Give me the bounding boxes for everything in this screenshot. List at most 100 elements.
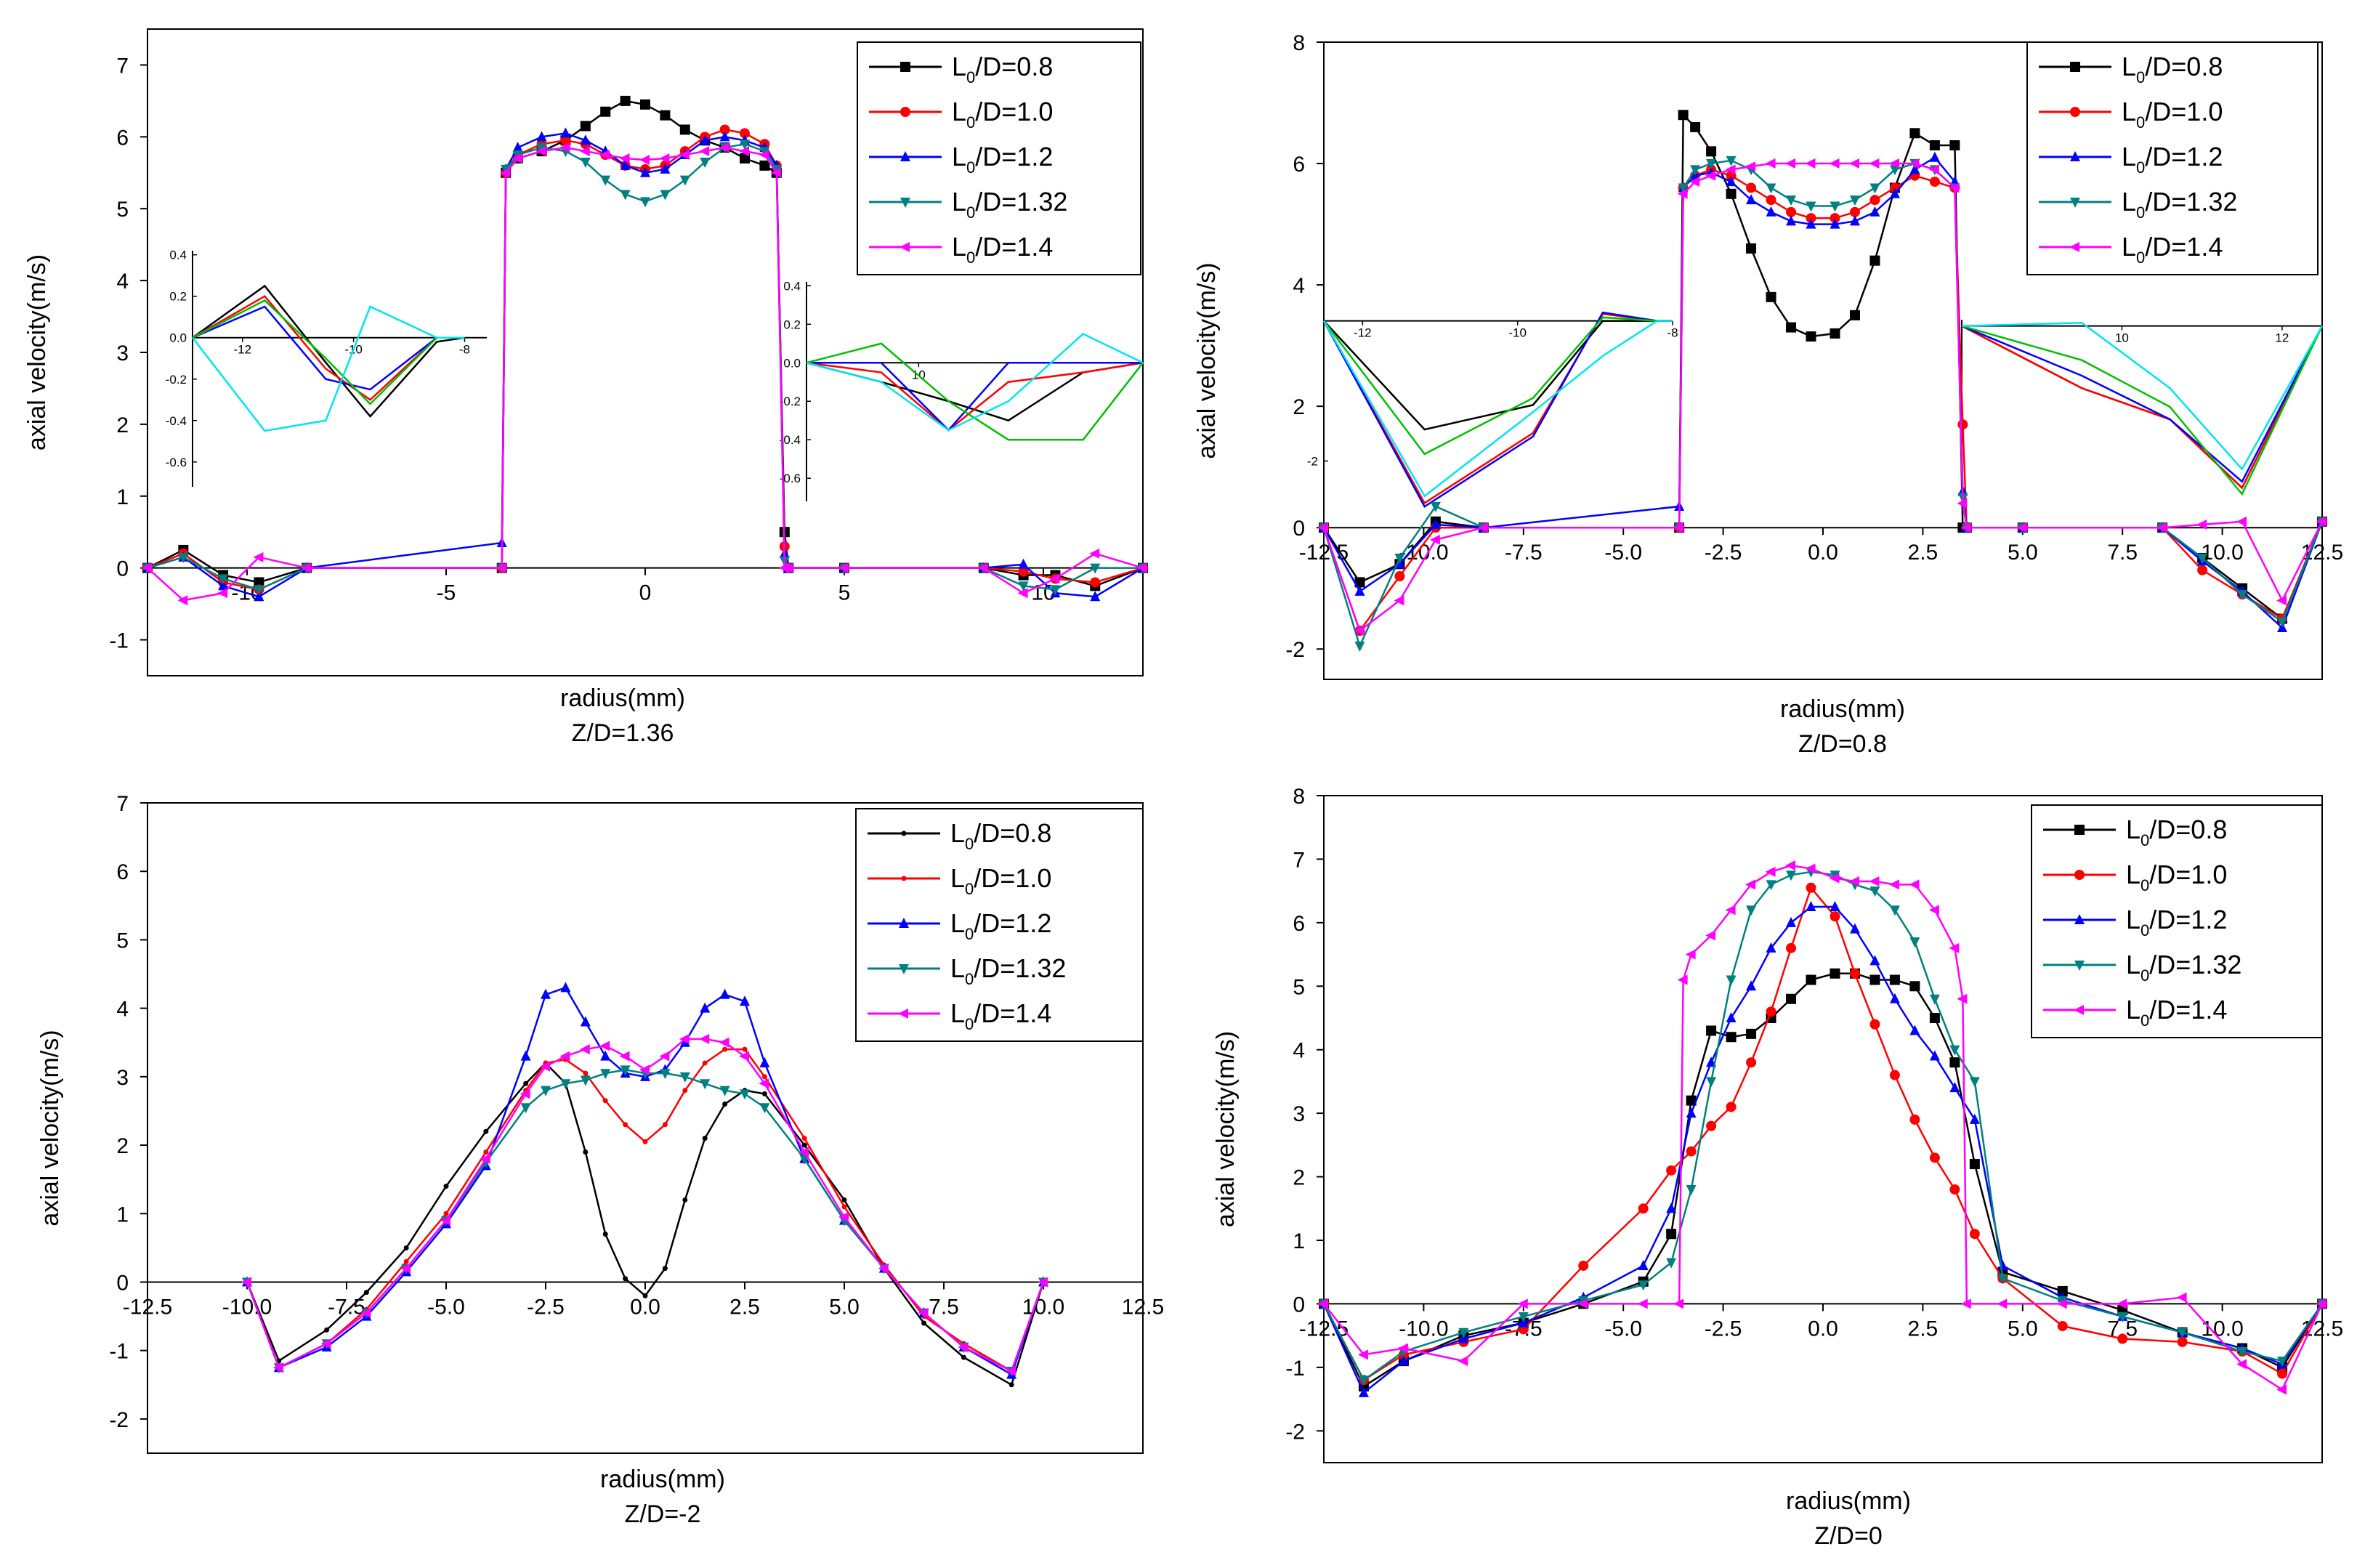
panel-2-data-point [1869, 206, 1880, 217]
panel-2-ytick-label: 8 [1293, 31, 1305, 55]
panel-3-legend-label: L0/D=1.2 [950, 908, 1051, 943]
panel-4-data-point [1726, 1032, 1737, 1043]
panel-4-data-point [1318, 1298, 1328, 1309]
panel-1-data-point [536, 131, 547, 142]
panel-4-data-point [2117, 1333, 2128, 1344]
panel-2-data-point [1909, 158, 1920, 169]
panel-1-data-point [660, 110, 671, 121]
panel-1-inset-ytick-label: 0.2 [783, 318, 801, 331]
panel-2-legend-label: L0/D=1.4 [2122, 232, 2223, 267]
panel-1-inset-line [192, 284, 465, 418]
panel-1-inset-ytick-label: -0.4 [166, 414, 187, 428]
panel-2-data-point [1745, 161, 1756, 172]
panel-4-legend-marker [2074, 914, 2085, 924]
panel-2-inset-line [1961, 325, 2324, 490]
panel-2-inset-xtick-label: -8 [1667, 326, 1678, 340]
panel-2-data-point [1849, 310, 1860, 320]
panel-4-data-point [1949, 942, 1960, 953]
panel-4-data-point [2277, 1357, 2288, 1367]
panel-3-data-point [761, 1074, 767, 1080]
panel-2-data-point [1806, 218, 1816, 229]
panel-4-ytick-label: 6 [1293, 912, 1305, 936]
panel-1-legend-marker [900, 151, 910, 161]
panel-3-xtick-label: -5.0 [427, 1295, 465, 1319]
panel-1-xtick-label: -5 [437, 581, 456, 605]
panel-1-inset-line [192, 305, 465, 432]
panel-4-chart: -2-1012345678-12.5-10.0-7.5-5.0-2.50.02.… [1212, 785, 2343, 1463]
panel-3-series-line [246, 1062, 1045, 1386]
panel-3-data-point [623, 1122, 628, 1128]
panel-3-data-point [1008, 1382, 1014, 1388]
panel-2-ylabel: axial velocity(m/s) [1193, 262, 1221, 458]
panel-4-data-point [2236, 1359, 2247, 1370]
panel-4-xlabel: radius(mm) [1786, 1487, 1911, 1515]
panel-3-data-point [801, 1136, 807, 1141]
panel-2-data-point [1673, 522, 1684, 533]
panel-4-data-point [1949, 1082, 1960, 1093]
panel-2-data-point [1429, 534, 1440, 545]
panel-1-data-point [217, 588, 228, 599]
panel-3-data-point [719, 1086, 730, 1096]
panel-4-data-point [1686, 1146, 1697, 1157]
panel-4-data-point [2176, 1292, 2187, 1303]
panel-1-data-point [254, 591, 264, 602]
panel-4-legend-label: L0/D=0.8 [2126, 815, 2227, 849]
panel-3-series-4 [242, 1065, 1048, 1377]
panel-4-data-point [2117, 1298, 2127, 1309]
panel-1-inset-ytick-label: -0.6 [780, 472, 801, 485]
panel-3-data-point [559, 1051, 570, 1062]
panel-4-data-point [1666, 1165, 1677, 1176]
panel-2-title: Z/D=0.8 [1798, 730, 1887, 758]
panel-1-data-point [620, 190, 631, 201]
panel-1-data-point [218, 580, 229, 591]
panel-1-legend-label: L0/D=1.2 [952, 142, 1053, 177]
panel-4-data-point [1358, 1375, 1369, 1386]
panel-2-inset-line [1322, 312, 1673, 505]
panel-4-data-point [1909, 1114, 1920, 1125]
panel-4-data-point [1726, 1012, 1737, 1022]
panel-3-ytick-label: 0 [116, 1271, 129, 1295]
panel-2-data-point [1830, 201, 1840, 212]
panel-1-legend-marker [900, 62, 910, 72]
panel-4-data-point [2057, 1321, 2068, 1332]
panel-2-inset-line [1961, 325, 2324, 490]
panel-4-ytick-label: 8 [1293, 785, 1305, 809]
panel-1-ytick-label: 1 [116, 485, 129, 509]
panel-2-legend-label: L0/D=1.0 [2122, 97, 2223, 132]
panel-4-data-point [1398, 1355, 1409, 1366]
panel-4-data-point [1666, 1258, 1677, 1269]
panel-3-data-point [360, 1307, 371, 1318]
panel-4-data-point [1928, 905, 1939, 916]
panel-3-data-point [700, 1079, 711, 1090]
panel-3-data-point [722, 1102, 728, 1107]
panel-4-data-point [1969, 1229, 1980, 1240]
panel-4-data-point [1806, 882, 1816, 893]
panel-4-data-point [1909, 879, 1920, 890]
panel-4-data-point [1358, 1386, 1369, 1397]
panel-3-ytick-label: 4 [116, 998, 129, 1022]
panel-3-data-point [642, 1139, 648, 1144]
panel-2-data-point [1829, 158, 1840, 169]
panel-1-data-point [1017, 588, 1028, 599]
panel-4-data-point [1829, 873, 1840, 884]
panel-3-ytick-label: -1 [109, 1340, 129, 1364]
panel-2-data-point [1786, 322, 1797, 333]
panel-3-data-point [761, 1091, 767, 1096]
panel-1-inset-ytick-label: 0.0 [783, 356, 801, 370]
panel-3-legend-label: L0/D=1.0 [950, 863, 1051, 898]
panel-2-xtick-label: -7.5 [1505, 541, 1543, 565]
panel-1-inset-ytick-label: 0.4 [169, 248, 187, 262]
panel-4-legend-marker [2074, 870, 2085, 880]
panel-3-data-point [918, 1307, 929, 1318]
panel-1-data-point [1089, 548, 1100, 559]
panel-3-plot-frame [147, 802, 1144, 1454]
panel-4-data-point [1869, 974, 1880, 985]
panel-4-data-point [1766, 942, 1776, 953]
panel-1-data-point [620, 159, 631, 170]
panel-3-data-point [660, 1069, 671, 1080]
panel-1-inset-2: 0.40.20.0-0.2-0.4-0.610 [780, 279, 1144, 501]
panel-1-ytick-label: 2 [116, 413, 129, 437]
